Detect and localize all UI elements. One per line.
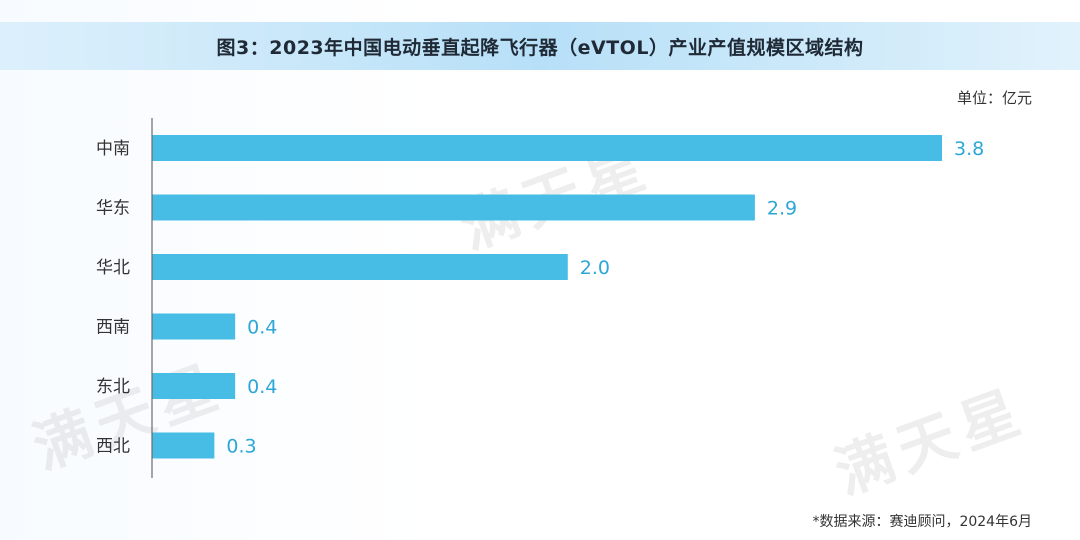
unit-label: 单位：亿元 — [956, 89, 1032, 107]
title-band — [0, 22, 1080, 70]
bar — [152, 313, 236, 340]
bar — [152, 135, 942, 161]
category-label: 华东 — [96, 199, 130, 219]
bar — [152, 194, 755, 221]
category-label: 西南 — [96, 318, 130, 338]
value-label: 0.4 — [247, 376, 277, 398]
chart-title: 图3：2023年中国电动垂直起降飞行器（eVTOL）产业产值规模区域结构 — [216, 37, 864, 59]
category-label: 东北 — [96, 377, 130, 397]
value-label: 0.3 — [226, 436, 256, 458]
data-source: *数据来源：赛迪顾问，2024年6月 — [812, 514, 1032, 530]
value-label: 3.8 — [954, 138, 984, 160]
category-label: 西北 — [96, 437, 130, 457]
bar — [152, 432, 215, 459]
bar — [152, 254, 568, 280]
bars-layer: 中南 3.8 华东 2.9 华北 2.0 西南 0.4 东北 0.4 西北 0.3 — [96, 118, 984, 478]
value-label: 2.0 — [580, 257, 610, 279]
category-label: 中南 — [96, 139, 130, 159]
value-label: 0.4 — [247, 317, 277, 339]
bar — [152, 373, 236, 399]
category-label: 华北 — [96, 258, 130, 278]
value-label: 2.9 — [767, 198, 797, 220]
